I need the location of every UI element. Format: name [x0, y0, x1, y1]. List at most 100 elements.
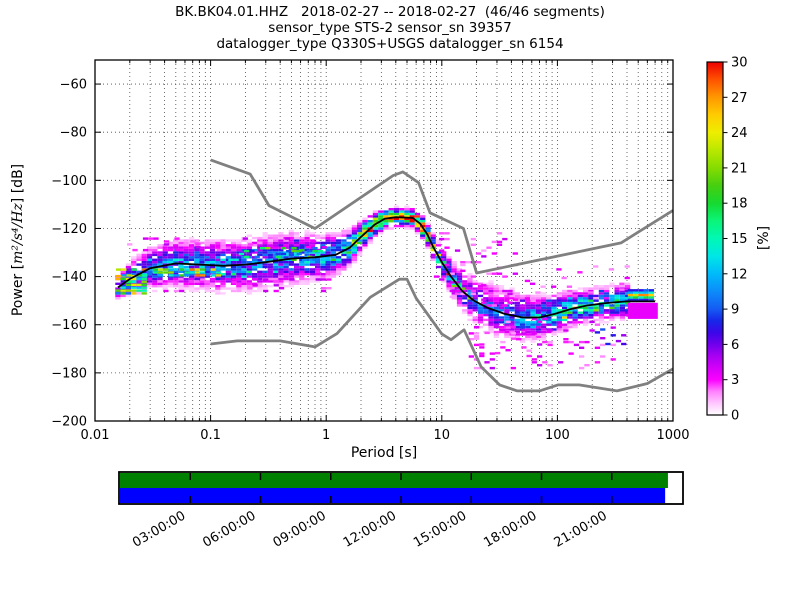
pdf-cell	[158, 268, 164, 271]
pdf-cell	[483, 287, 489, 290]
pdf-cell	[236, 268, 242, 271]
pdf-cell	[633, 291, 639, 294]
pdf-cell	[430, 241, 436, 245]
pdf-cell	[115, 297, 121, 300]
pdf-cell	[483, 313, 489, 317]
pdf-cell	[299, 241, 305, 245]
pdf-cell	[252, 244, 258, 247]
pdf-mode-line	[117, 216, 656, 319]
pdf-cell	[136, 270, 142, 273]
pdf-cell	[163, 289, 169, 293]
pdf-cell	[236, 239, 242, 242]
pdf-cell	[619, 289, 626, 293]
pdf-cell	[246, 275, 252, 278]
pdf-cell	[341, 241, 347, 245]
pdf-cell	[514, 309, 520, 312]
pdf-cell	[336, 263, 342, 266]
pdf-cell	[230, 275, 237, 278]
pdf-cell	[257, 275, 263, 278]
pdf-cell	[215, 265, 221, 269]
pdf-cell	[563, 338, 569, 341]
pdf-cell	[519, 318, 526, 322]
pdf-cell	[562, 304, 568, 307]
pdf-cell	[309, 244, 316, 247]
pdf-cell	[378, 232, 384, 235]
pdf-cell	[425, 244, 431, 247]
pdf-cell	[556, 325, 562, 329]
pdf-cell	[173, 274, 180, 277]
pdf-cell	[184, 271, 190, 274]
pdf-cell	[204, 258, 210, 261]
pdf-cell	[531, 337, 538, 340]
pdf-cell	[477, 325, 484, 329]
pdf-cell	[236, 285, 242, 288]
pdf-cell	[567, 292, 573, 295]
pdf-cell	[325, 239, 331, 242]
pdf-cell	[252, 273, 258, 276]
pdf-cell	[265, 258, 271, 261]
pdf-cell	[199, 261, 205, 264]
pdf-cell	[257, 248, 263, 252]
pdf-cell	[594, 323, 601, 326]
pdf-cell	[546, 306, 552, 310]
pdf-cell	[593, 265, 599, 268]
pdf-cell	[519, 323, 526, 326]
pdf-cell	[320, 244, 326, 247]
pdf-cell	[449, 287, 455, 290]
pdf-cell	[141, 253, 147, 257]
pdf-cell	[409, 208, 415, 211]
pdf-cell	[486, 272, 492, 275]
pdf-cell	[409, 215, 415, 218]
pdf-cell	[614, 309, 620, 312]
pdf-cell	[425, 236, 431, 240]
pdf-cell	[567, 325, 573, 329]
pdf-cell	[372, 217, 379, 220]
pdf-cell	[262, 287, 268, 290]
pdf-cell	[556, 304, 562, 307]
pdf-cell	[162, 261, 168, 264]
pdf-cell	[498, 306, 505, 310]
pdf-cell	[141, 265, 147, 269]
pdf-cell	[178, 261, 184, 264]
pdf-cell	[609, 294, 615, 298]
pdf-cell	[131, 277, 137, 281]
pdf-cell	[519, 338, 526, 341]
pdf-cell	[551, 304, 557, 307]
pdf-cell	[273, 268, 279, 271]
pdf-cell	[441, 270, 447, 273]
pdf-cell	[572, 311, 578, 314]
pdf-cell	[146, 263, 153, 266]
pdf-cell	[341, 268, 347, 271]
pdf-cell	[531, 317, 537, 321]
pdf-cell	[157, 261, 163, 264]
pdf-cell	[299, 265, 305, 269]
pdf-cell	[325, 248, 331, 252]
pdf-cell	[435, 244, 442, 247]
pdf-cell	[477, 313, 484, 317]
pdf-cell	[257, 270, 263, 273]
pdf-cell	[252, 278, 258, 281]
pdf-cell	[483, 292, 489, 295]
pdf-cell	[299, 244, 305, 247]
pdf-cell	[167, 265, 174, 269]
pdf-cell	[326, 287, 332, 290]
pdf-cell	[535, 333, 541, 336]
pdf-cell	[467, 306, 473, 310]
pdf-cell	[304, 280, 310, 283]
timeline-segments-row	[120, 473, 668, 488]
pdf-cell	[541, 328, 547, 331]
pdf-cell	[593, 285, 599, 288]
pdf-cell	[125, 283, 132, 286]
pdf-cell	[441, 280, 447, 283]
pdf-cell	[507, 301, 513, 304]
pdf-cell	[627, 298, 634, 302]
pdf-cell	[625, 282, 631, 285]
pdf-cell	[625, 292, 631, 295]
pdf-cell	[588, 294, 594, 298]
pdf-cell	[598, 289, 605, 293]
pdf-cell	[220, 285, 226, 288]
pdf-cell	[446, 289, 452, 293]
pdf-cell	[183, 277, 189, 281]
pdf-cell	[278, 241, 284, 245]
pdf-cell	[241, 244, 247, 247]
